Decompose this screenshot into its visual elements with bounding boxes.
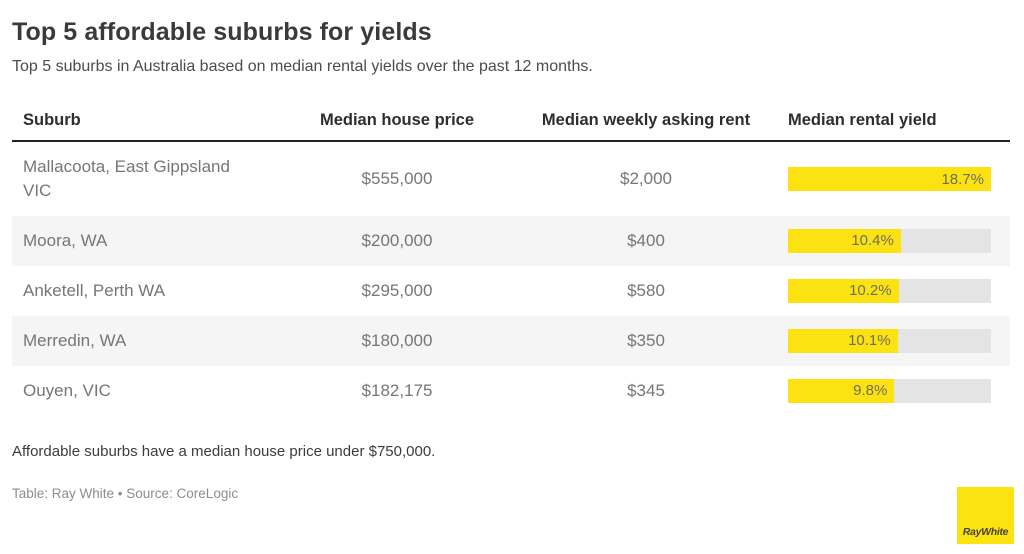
weekly-rent-cell: $580	[627, 280, 665, 300]
yield-bar-label: 18.7%	[941, 170, 984, 188]
column-header-house-price: Median house price	[284, 109, 510, 143]
column-header-weekly-rent: Median weekly asking rent	[510, 109, 782, 143]
column-header-rental-yield: Median rental yield	[782, 109, 1010, 143]
suburb-label: Moora, WA	[23, 230, 108, 250]
suburb-label: Anketell, Perth WA	[23, 280, 166, 300]
suburb-cell: Mallacoota, East Gippsland VIC	[12, 141, 284, 216]
yield-bar-label: 9.8%	[853, 382, 888, 400]
weekly-rent-cell: $345	[627, 380, 665, 400]
yield-bar-track: 9.8%	[788, 378, 991, 403]
house-price-cell: $555,000	[361, 169, 433, 189]
weekly-rent-cell: $400	[510, 215, 782, 266]
page-title: Top 5 affordable suburbs for yields	[12, 18, 432, 46]
chart-container: Top 5 affordable suburbs for yields Top …	[12, 18, 1010, 501]
yield-bar-fill: 10.4%	[788, 228, 901, 253]
yield-bar-label: 10.2%	[849, 282, 892, 300]
suburb-cell: Merredin, WA	[12, 315, 284, 366]
footnote: Affordable suburbs have a median house p…	[12, 442, 436, 460]
table-row: Anketell, Perth WA $295,000 $580 10.2%	[12, 266, 1010, 316]
yield-bar-label: 10.4%	[851, 232, 894, 250]
weekly-rent-cell: $2,000	[620, 169, 672, 189]
suburb-label: Mallacoota, East Gippsland VIC	[23, 157, 230, 201]
column-header-suburb: Suburb	[12, 109, 284, 143]
house-price-cell: $200,000	[284, 215, 510, 266]
suburb-label: Ouyen, VIC	[23, 380, 111, 400]
raywhite-logo-label: RayWhite	[962, 526, 1009, 538]
yield-bar-fill: 10.1%	[788, 328, 898, 353]
rental-yield-cell: 9.8%	[782, 366, 1010, 416]
yield-bar-fill: 18.7%	[788, 167, 991, 192]
yield-bar-track: 10.2%	[788, 278, 991, 303]
yield-bar-track: 18.7%	[788, 167, 991, 192]
house-price-cell: $180,000	[284, 315, 510, 366]
house-price-cell: $295,000	[361, 280, 433, 300]
yield-bar-fill: 9.8%	[788, 378, 895, 403]
table-row: Mallacoota, East Gippsland VIC $555,000 …	[12, 141, 1010, 216]
page-subtitle: Top 5 suburbs in Australia based on medi…	[12, 58, 593, 75]
suburb-label: Merredin, WA	[23, 330, 127, 350]
yield-bar-track: 10.4%	[788, 228, 991, 253]
suburb-cell: Ouyen, VIC	[12, 366, 284, 416]
table-row: Ouyen, VIC $182,175 $345 9.8%	[12, 366, 1010, 416]
yield-bar-fill: 10.2%	[788, 278, 899, 303]
suburb-cell: Anketell, Perth WA	[12, 266, 284, 316]
yield-bar-track: 10.1%	[788, 328, 991, 353]
yields-table: Suburb Median house price Median weekly …	[12, 109, 1010, 416]
house-price-cell: $182,175	[361, 380, 433, 400]
rental-yield-cell: 10.4%	[782, 215, 1010, 266]
table-header-row: Suburb Median house price Median weekly …	[12, 109, 1010, 143]
rental-yield-cell: 10.1%	[782, 315, 1010, 366]
table-row: Moora, WA $200,000 $400 10.4%	[12, 215, 1010, 266]
weekly-rent-cell: $350	[510, 315, 782, 366]
byline: Table: Ray White • Source: CoreLogic	[12, 485, 239, 501]
suburb-cell: Moora, WA	[12, 215, 284, 266]
rental-yield-cell: 18.7%	[782, 141, 1010, 216]
table-row: Merredin, WA $180,000 $350 10.1%	[12, 315, 1010, 366]
rental-yield-cell: 10.2%	[782, 266, 1010, 316]
yield-bar-label: 10.1%	[848, 332, 891, 350]
raywhite-logo: RayWhite	[957, 487, 1014, 544]
